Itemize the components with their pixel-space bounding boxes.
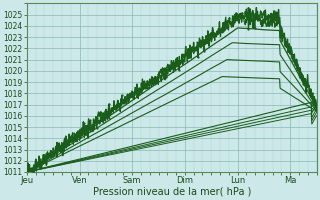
X-axis label: Pression niveau de la mer( hPa ): Pression niveau de la mer( hPa )	[92, 187, 251, 197]
